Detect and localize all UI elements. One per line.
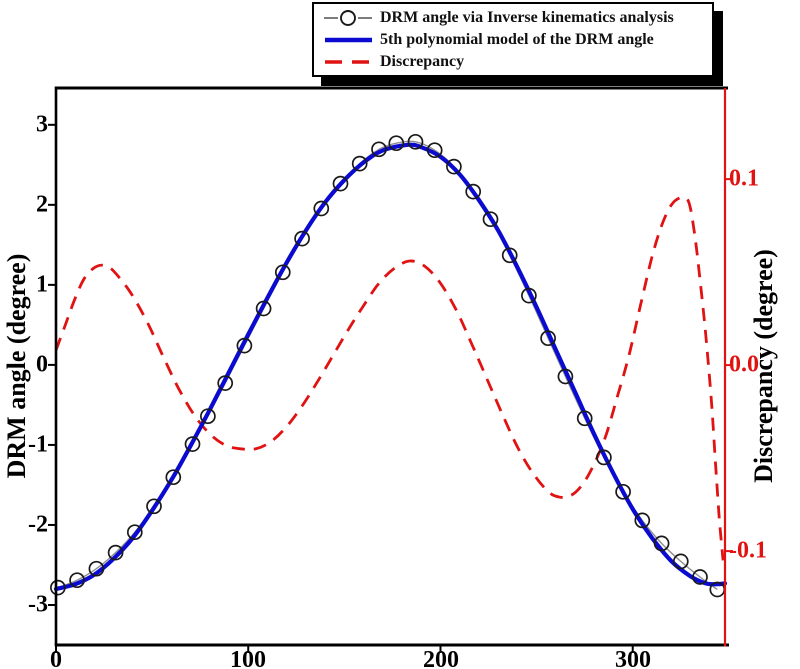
legend: DRM angle via Inverse kinematics analysi… bbox=[312, 2, 714, 77]
y-left-tick-0: 0 bbox=[36, 351, 48, 378]
ik-data-point bbox=[482, 211, 499, 228]
ik-data-point bbox=[146, 498, 162, 515]
y-axis-title-left: DRM angle (degree) bbox=[2, 253, 31, 479]
ik-data-point bbox=[126, 524, 143, 541]
ik-data-point bbox=[217, 375, 234, 391]
ik-data-point bbox=[200, 408, 216, 425]
ik-data-point bbox=[634, 512, 651, 529]
ik-data-point bbox=[371, 141, 387, 158]
ik-data-point bbox=[521, 287, 537, 304]
ik-data-point bbox=[596, 449, 612, 466]
ik-data-point bbox=[653, 535, 670, 552]
ik-data-point bbox=[88, 560, 105, 577]
x-tick-0: 0 bbox=[50, 647, 62, 669]
legend-item-discrepancy: Discrepancy bbox=[324, 51, 712, 73]
ik-data-point bbox=[274, 264, 291, 281]
ik-data-point bbox=[501, 247, 518, 264]
legend-label-discrepancy: Discrepancy bbox=[380, 53, 465, 70]
legend-item-ik: DRM angle via Inverse kinematics analysi… bbox=[324, 7, 712, 29]
ik-data-point bbox=[692, 569, 708, 585]
ik-data-point bbox=[557, 368, 574, 385]
ik-data-point bbox=[672, 553, 689, 570]
y-left-tick-2: 2 bbox=[36, 191, 48, 218]
ik-data-point bbox=[236, 337, 253, 354]
legend-item-model: 5th polynomial model of the DRM angle bbox=[324, 29, 712, 51]
ik-data-point bbox=[465, 183, 482, 200]
ik-data-point bbox=[615, 483, 631, 500]
discrepancy-line bbox=[54, 195, 725, 561]
ik-data-point bbox=[540, 330, 556, 347]
ik-data-point bbox=[69, 572, 85, 589]
y-left-tick-m2: -2 bbox=[28, 511, 48, 538]
ik-data-point bbox=[446, 158, 462, 175]
y-right-tick-01: 0.1 bbox=[729, 165, 759, 192]
ik-data-point bbox=[407, 133, 424, 150]
legend-label-model: 5th polynomial model of the DRM angle bbox=[380, 31, 654, 48]
ik-data-point bbox=[351, 155, 368, 172]
ik-data-point bbox=[576, 410, 593, 427]
y-axis-title-right: Discrepancy (degree) bbox=[749, 249, 778, 483]
y-left-tick-m3: -3 bbox=[28, 591, 48, 618]
ik-connector-line bbox=[57, 140, 718, 591]
y-right-tick-00: 0.0 bbox=[729, 351, 759, 378]
y-right-tick-m01: -0.1 bbox=[729, 537, 767, 564]
solid-line-swatch-icon bbox=[325, 37, 372, 43]
ik-data-point bbox=[255, 300, 272, 317]
y-left-tick-1: 1 bbox=[36, 271, 48, 298]
ik-data-point bbox=[426, 142, 443, 159]
ik-data-point bbox=[107, 544, 124, 561]
ik-data-point bbox=[184, 436, 201, 452]
x-tick-100: 100 bbox=[230, 647, 266, 669]
ik-data-point bbox=[332, 175, 349, 192]
legend-label-ik: DRM angle via Inverse kinematics analysi… bbox=[380, 9, 674, 26]
y-left-tick-m1: -1 bbox=[28, 431, 48, 458]
ik-data-point bbox=[294, 230, 310, 247]
x-tick-200: 200 bbox=[423, 647, 459, 669]
circle-line-swatch-icon bbox=[324, 10, 372, 26]
x-tick-300: 300 bbox=[615, 647, 651, 669]
ik-data-point bbox=[165, 469, 182, 486]
ik-data-point bbox=[388, 135, 405, 152]
dashed-line-swatch-icon bbox=[325, 60, 369, 64]
ik-data-point bbox=[313, 200, 330, 217]
y-left-tick-3: 3 bbox=[36, 111, 48, 138]
model-line bbox=[53, 142, 728, 592]
ik-data-point bbox=[50, 579, 66, 596]
